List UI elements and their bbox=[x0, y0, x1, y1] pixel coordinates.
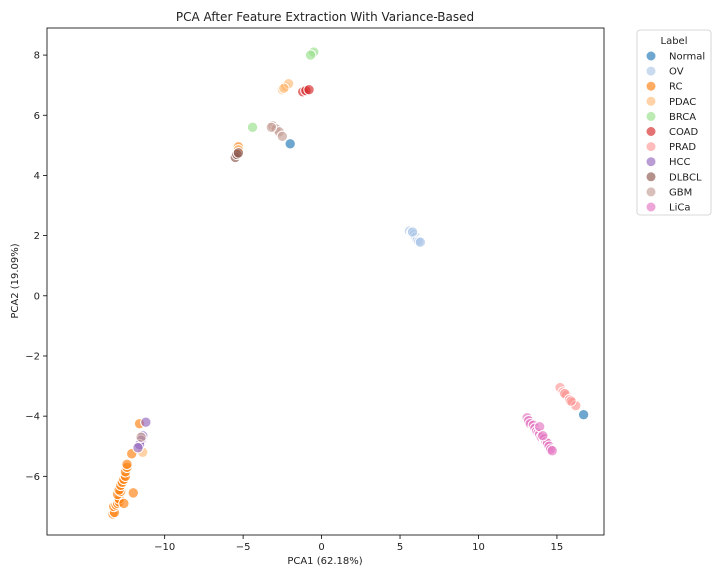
point-gbm bbox=[135, 431, 147, 443]
legend-marker-pdac bbox=[645, 95, 657, 107]
point-normal bbox=[284, 138, 296, 150]
y-tick-label: 0 bbox=[34, 291, 40, 302]
point-hcc bbox=[140, 416, 152, 428]
point-gbm bbox=[276, 130, 289, 143]
x-axis-label: PCA1 (62.18%) bbox=[287, 556, 362, 567]
y-tick-label: 6 bbox=[34, 111, 40, 122]
x-tick-label: −5 bbox=[236, 542, 251, 553]
legend-marker-lica bbox=[645, 201, 657, 213]
point-rc bbox=[127, 487, 139, 499]
legend-label-normal: Normal bbox=[669, 52, 705, 63]
legend-marker-coad bbox=[645, 126, 657, 137]
point-rc bbox=[118, 497, 130, 510]
y-tick-label: −2 bbox=[25, 351, 40, 362]
legend-label-dlbcl: DLBCL bbox=[669, 172, 702, 183]
y-tick-label: 2 bbox=[34, 231, 40, 242]
x-tick-label: 10 bbox=[472, 542, 485, 553]
legend-marker-brca bbox=[645, 110, 657, 122]
y-axis-label: PCA2 (19.09%) bbox=[10, 243, 21, 318]
legend-label-pdac: PDAC bbox=[669, 97, 696, 108]
y-tick-label: 4 bbox=[34, 171, 40, 182]
legend-label-gbm: GBM bbox=[669, 187, 692, 198]
legend-label-rc: RC bbox=[669, 82, 682, 93]
legend-items: Normal OV RC PDAC BRCA COAD PRAD HCC DLBCL GBM LiC… bbox=[645, 50, 705, 214]
point-gbm bbox=[265, 121, 278, 133]
legend-marker-prad bbox=[645, 141, 657, 153]
point-hcc bbox=[132, 442, 144, 454]
x-tick-label: 15 bbox=[551, 542, 564, 553]
legend-label-prad: PRAD bbox=[669, 142, 696, 153]
legend: Label Normal OV RC PDAC BRCA COAD PRAD HCC DLBCL… bbox=[636, 29, 712, 216]
legend-marker-ov bbox=[645, 65, 657, 77]
point-rc bbox=[121, 458, 133, 470]
point-brca bbox=[246, 121, 259, 133]
legend-marker-normal bbox=[645, 50, 657, 62]
chart-title: PCA After Feature Extraction With Varian… bbox=[176, 10, 474, 24]
point-ov bbox=[414, 236, 427, 248]
legend-label-ov: OV bbox=[669, 67, 684, 78]
data-points bbox=[107, 46, 590, 520]
x-tick-label: −10 bbox=[154, 542, 175, 553]
legend-marker-dlbcl bbox=[645, 171, 657, 183]
legend-label-hcc: HCC bbox=[669, 157, 691, 168]
legend-label-brca: BRCA bbox=[669, 112, 696, 123]
y-tick-label: 8 bbox=[34, 51, 40, 62]
legend-label-coad: COAD bbox=[669, 127, 699, 138]
legend-frame bbox=[636, 29, 712, 216]
point-dlbcl bbox=[232, 147, 245, 159]
x-tick-label: 0 bbox=[318, 542, 324, 553]
x-tick-label: 5 bbox=[397, 542, 403, 553]
legend-marker-hcc bbox=[645, 156, 657, 168]
y-axis: −6 −4 −2 0 2 4 6 8 bbox=[25, 51, 47, 483]
legend-title: Label bbox=[661, 36, 688, 47]
y-tick-label: −6 bbox=[25, 472, 40, 483]
x-axis: −10 −5 0 5 10 15 bbox=[154, 535, 563, 553]
legend-label-lica: LiCa bbox=[669, 203, 690, 214]
point-brca bbox=[304, 49, 317, 61]
point-coad bbox=[303, 83, 315, 96]
point-normal bbox=[577, 408, 590, 421]
point-lica bbox=[537, 430, 549, 442]
legend-marker-gbm bbox=[645, 186, 657, 198]
legend-marker-rc bbox=[645, 80, 657, 92]
point-pdac bbox=[278, 82, 290, 94]
point-ov bbox=[406, 226, 419, 238]
plot-area-frame bbox=[46, 27, 605, 536]
point-lica bbox=[546, 445, 558, 457]
point-prad bbox=[565, 395, 577, 407]
y-tick-label: −4 bbox=[25, 412, 40, 423]
